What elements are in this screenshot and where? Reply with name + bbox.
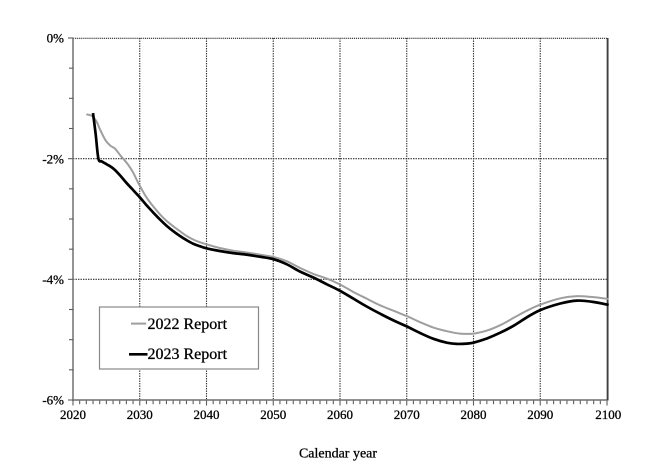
svg-text:-6%: -6% [42,393,64,408]
svg-text:2020: 2020 [60,407,86,422]
svg-text:2080: 2080 [461,407,487,422]
svg-text:-4%: -4% [42,272,64,287]
svg-text:2040: 2040 [194,407,220,422]
svg-text:0%: 0% [47,31,65,46]
svg-text:2022 Report: 2022 Report [148,316,228,333]
svg-text:2100: 2100 [595,407,621,422]
svg-text:2090: 2090 [527,407,553,422]
svg-text:2050: 2050 [260,407,286,422]
svg-text:2060: 2060 [327,407,353,422]
svg-text:Calendar year: Calendar year [299,447,377,462]
svg-text:2030: 2030 [127,407,153,422]
svg-text:-2%: -2% [42,151,64,166]
svg-text:2023 Report: 2023 Report [148,346,228,363]
svg-text:2070: 2070 [394,407,420,422]
